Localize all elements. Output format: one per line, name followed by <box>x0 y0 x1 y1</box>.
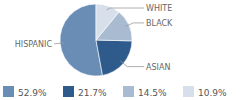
leader-line <box>54 42 64 44</box>
legend-label: 52.9% <box>18 88 47 98</box>
chart-svg: HISPANIC ASIAN BLACK WHITE 52.9% 21.7% 14.5% 10… <box>0 0 240 100</box>
slice-label: ASIAN <box>146 63 170 72</box>
legend-swatch <box>123 86 134 97</box>
leader-line <box>125 23 144 27</box>
slice-label: WHITE <box>146 4 172 13</box>
slice-labels: HISPANIC ASIAN BLACK WHITE <box>15 4 173 72</box>
leader-line <box>107 8 144 10</box>
legend-swatch <box>183 86 194 97</box>
legend-label: 14.5% <box>138 88 167 98</box>
legend: 52.9% 21.7% 14.5% 10.9% <box>3 86 227 98</box>
chart: HISPANIC ASIAN BLACK WHITE 52.9% 21.7% 14.5% 10… <box>0 0 240 100</box>
slice-label: BLACK <box>146 19 173 28</box>
legend-swatch <box>63 86 74 97</box>
legend-label: 21.7% <box>78 88 107 98</box>
legend-label: 10.9% <box>198 88 227 98</box>
slice-label: HISPANIC <box>15 40 53 49</box>
legend-swatch <box>3 86 14 97</box>
pie-slice <box>96 40 132 75</box>
leader-line <box>120 61 144 67</box>
pie <box>60 4 132 76</box>
